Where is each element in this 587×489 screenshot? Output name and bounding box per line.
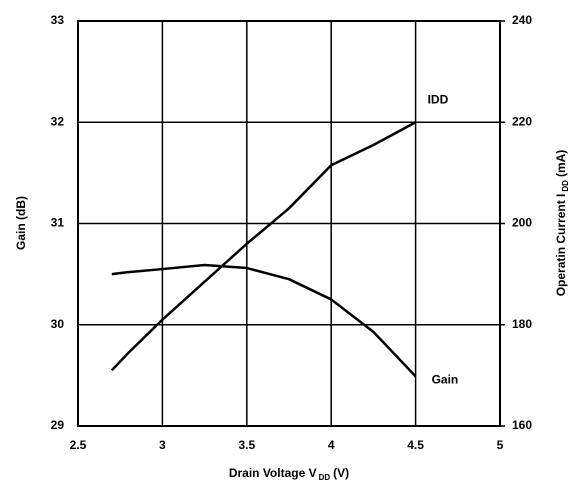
- y-tick-label: 31: [51, 216, 65, 230]
- y2-label-sub: DD: [561, 180, 570, 192]
- y2-axis-label: Operatin Current I DD (mA): [554, 150, 570, 297]
- y-tick-label: 32: [51, 114, 65, 128]
- x-axis-label: Drain Voltage V DD (V): [229, 466, 349, 482]
- y2-label-text: Operatin Current I: [554, 194, 568, 297]
- plot-frame: [77, 20, 501, 427]
- y-tick-label: 29: [51, 418, 65, 432]
- x-label-unit: (V): [333, 466, 349, 480]
- x-tick-label: 5: [497, 438, 504, 452]
- y2-tick-label: 220: [512, 114, 532, 128]
- y-tick-label: 30: [51, 317, 65, 331]
- y2-tick-label: 240: [512, 13, 532, 27]
- y-tick-label: 33: [51, 13, 65, 27]
- y2-tick-label: 160: [512, 418, 532, 432]
- series-label: Gain: [432, 373, 459, 387]
- x-tick-label: 4.5: [407, 438, 424, 452]
- series-line: [110, 121, 417, 372]
- series-line: [111, 263, 417, 378]
- x-label-sub: DD: [319, 473, 331, 482]
- x-tick-label: 4: [328, 438, 335, 452]
- x-tick-label: 3.5: [238, 438, 255, 452]
- y2-tick-label: 180: [512, 317, 532, 331]
- y2-label-unit: (mA): [554, 150, 568, 177]
- y2-tick-label: 200: [512, 216, 532, 230]
- y-axis-label: Gain (dB): [14, 196, 28, 250]
- x-label-text: Drain Voltage V: [229, 466, 317, 480]
- x-tick-label: 3: [159, 438, 166, 452]
- series-label: IDD: [428, 92, 449, 106]
- x-tick-label: 2.5: [70, 438, 87, 452]
